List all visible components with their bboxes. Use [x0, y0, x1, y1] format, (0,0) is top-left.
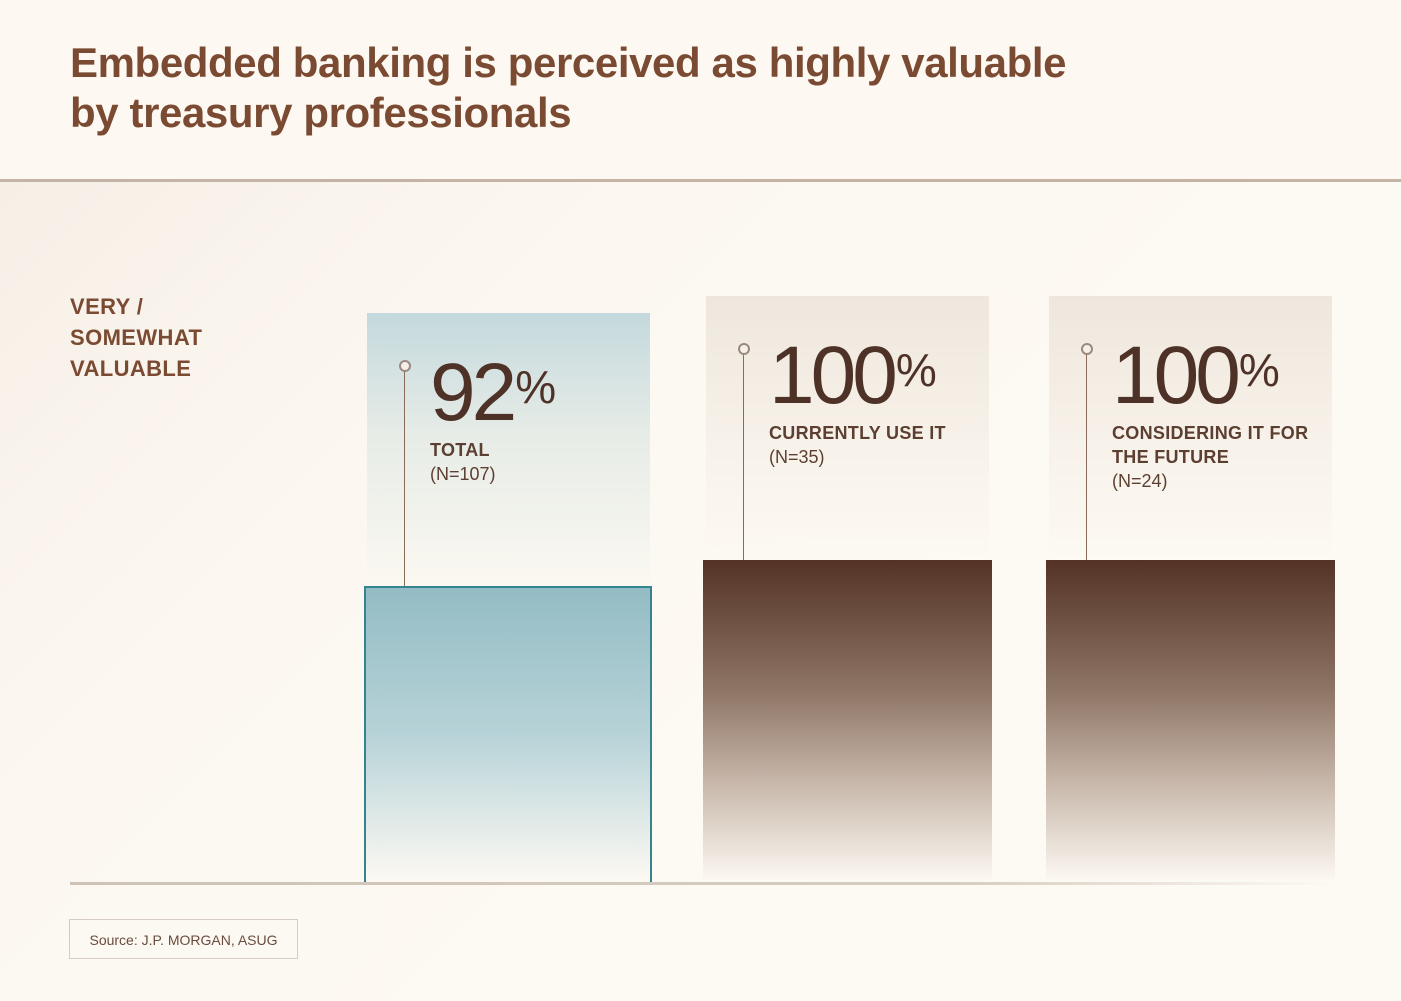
sample-size-label-3: (N=24): [1112, 471, 1168, 491]
callout-dot-3: [1081, 343, 1093, 355]
data-label-1: 92%: [430, 351, 557, 434]
category-label-3: CONSIDERING IT FOR THE FUTURE: [1112, 423, 1309, 467]
bar-label-panel-3: [1049, 296, 1332, 560]
bar-label-panel-1: [367, 312, 650, 586]
data-label-value-1: 92: [430, 346, 517, 438]
data-label-value-2: 100: [769, 330, 898, 421]
sample-size-label-1: (N=107): [430, 463, 496, 484]
header: Embedded banking is perceived as highly …: [0, 0, 1401, 180]
y-axis-label-line-2: SOMEWHAT: [70, 325, 203, 350]
title-line-1: Embedded banking is perceived as highly …: [70, 39, 1067, 86]
y-axis-label-line-3: VALUABLE: [70, 356, 192, 381]
y-axis-label-line-1: VERY /: [70, 294, 144, 319]
data-label-2: 100%: [769, 335, 937, 417]
data-label-unit-3: %: [1238, 344, 1280, 396]
bar-1: [364, 585, 652, 882]
callout-line-1: [404, 369, 405, 586]
chart-title: Embedded banking is perceived as highly …: [70, 38, 1070, 138]
bar-3: [1046, 560, 1335, 882]
data-label-value-3: 100: [1112, 330, 1241, 421]
callout-dot-1: [399, 359, 411, 372]
data-label-unit-1: %: [515, 360, 557, 413]
bar-label-panel-2: [706, 296, 989, 560]
category-label-1: TOTAL: [430, 439, 490, 460]
callout-dot-2: [738, 343, 750, 355]
title-line-2: by treasury professionals: [70, 89, 572, 136]
callout-line-2: [743, 353, 744, 560]
bar-2: [703, 560, 992, 882]
category-label-2: CURRENTLY USE IT: [769, 423, 946, 443]
title-divider: [0, 179, 1401, 182]
y-axis-label: VERY / SOMEWHAT VALUABLE: [70, 291, 270, 384]
sample-size-label-2: (N=35): [769, 447, 825, 467]
source-note: Source: J.P. MORGAN, ASUG: [69, 919, 298, 959]
data-label-3: 100%: [1112, 335, 1280, 417]
callout-line-3: [1086, 353, 1087, 560]
data-label-unit-2: %: [895, 344, 937, 396]
x-axis-baseline: [70, 882, 1336, 885]
